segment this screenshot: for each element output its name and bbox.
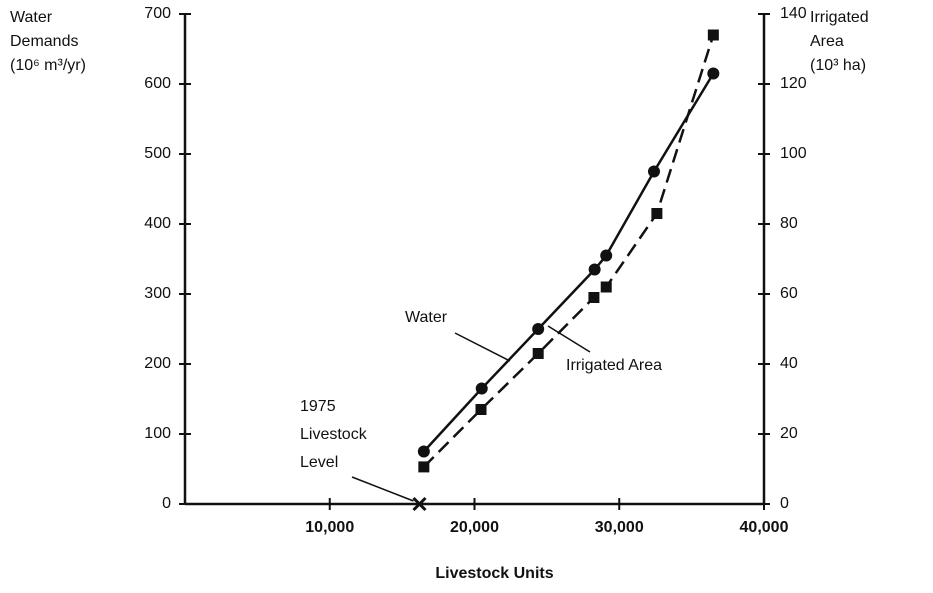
y-tick-label: 300 [144, 285, 171, 302]
point [532, 348, 544, 359]
x-tick-label: 20,000 [450, 519, 499, 536]
y-tick-label: 700 [144, 5, 171, 22]
y-axis-label: Demands [10, 33, 78, 50]
x-tick-label: 30,000 [595, 519, 644, 536]
series-line [422, 72, 715, 453]
point [647, 165, 660, 178]
y2-tick-label: 80 [780, 215, 798, 232]
marker-label: 1975 [300, 398, 336, 415]
point [707, 29, 719, 41]
y-tick-label: 100 [144, 425, 171, 442]
y2-tick-label: 40 [780, 355, 798, 372]
point [600, 249, 613, 262]
series-annotation: Irrigated Area [566, 357, 662, 374]
y2-tick-label: 140 [780, 5, 807, 22]
point [417, 445, 430, 458]
y2-axis-label: Area [810, 33, 844, 50]
y-tick-label: 400 [144, 215, 171, 232]
y2-axis-label: (10³ ha) [810, 57, 866, 74]
y-tick-label: 200 [144, 355, 171, 372]
x-tick-label: 40,000 [740, 519, 789, 536]
point [707, 67, 720, 80]
series-line [422, 34, 715, 468]
point [532, 323, 545, 335]
marker-label: Livestock [300, 426, 368, 443]
point [588, 263, 601, 276]
marker-x [412, 496, 427, 512]
y-axis-label: (10⁶ m³/yr) [10, 57, 86, 74]
y-tick-label: 600 [144, 75, 171, 92]
point [600, 281, 612, 293]
point [588, 292, 600, 303]
y-axis-label: Water [10, 9, 53, 26]
x-axis-label: Livestock Units [435, 565, 553, 582]
x-tick-label: 10,000 [305, 519, 354, 536]
y2-axis-label: Irrigated [810, 9, 869, 26]
y-tick-label: 500 [144, 145, 171, 162]
y2-tick-label: 60 [780, 285, 798, 302]
point [475, 404, 487, 415]
leader [454, 332, 511, 362]
point [475, 382, 488, 395]
leader [547, 325, 591, 353]
y2-tick-label: 0 [780, 495, 789, 512]
y2-tick-label: 20 [780, 425, 798, 442]
y-tick-label: 0 [162, 495, 171, 512]
point [418, 461, 430, 473]
y2-tick-label: 120 [780, 75, 807, 92]
marker-label: Level [300, 454, 338, 471]
leader [351, 476, 414, 502]
y2-tick-label: 100 [780, 145, 807, 162]
point [651, 208, 663, 219]
series-annotation: Water [405, 309, 448, 326]
